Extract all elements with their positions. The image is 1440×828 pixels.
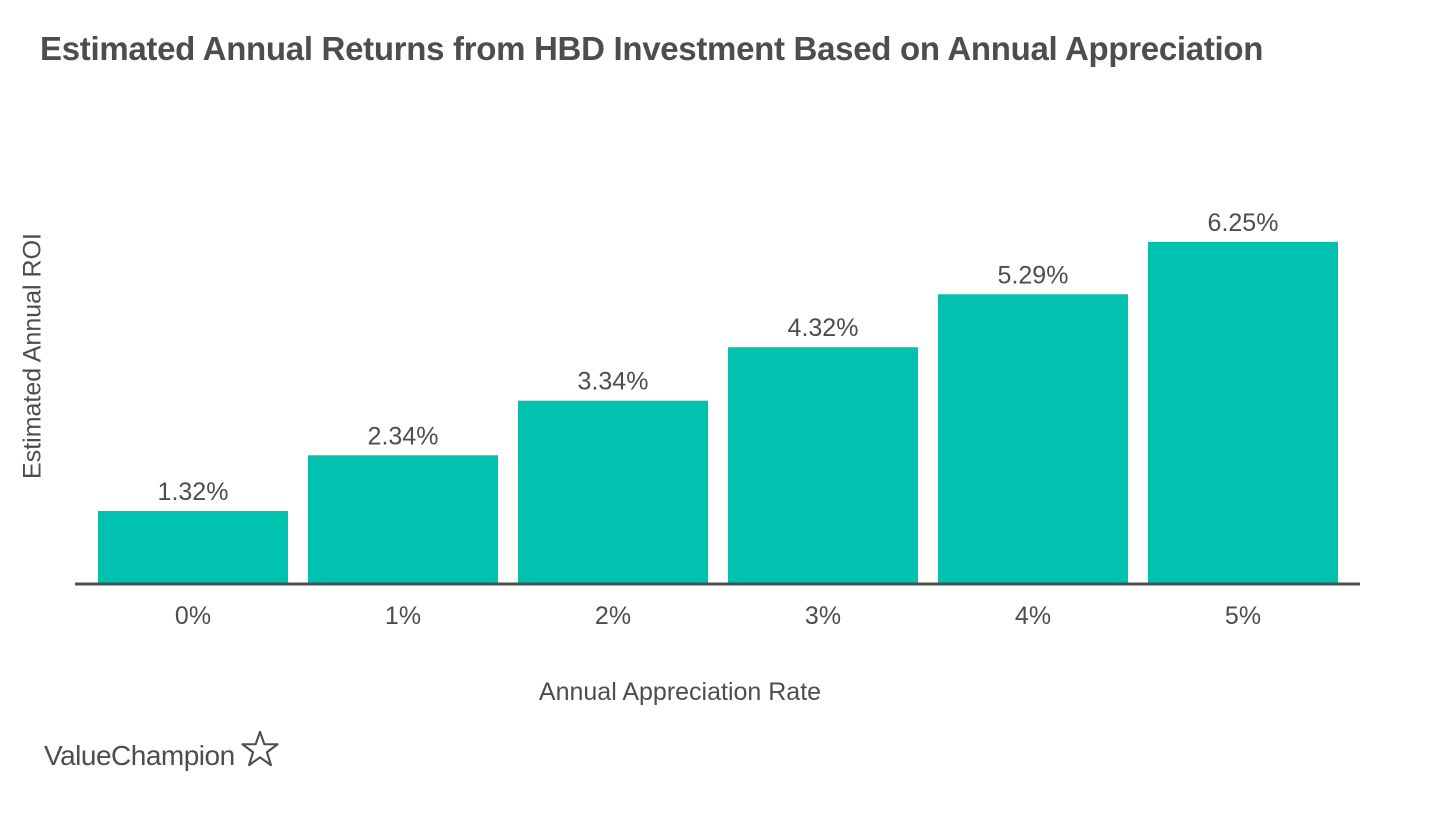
x-tick-label: 3% <box>805 602 841 630</box>
bar-1pct <box>308 455 498 583</box>
bar-3pct <box>728 347 918 583</box>
bar-0pct <box>98 510 288 583</box>
x-tick-label: 0% <box>175 602 211 630</box>
x-tick-label: 4% <box>1015 602 1051 630</box>
bar-chart: 1.32% 0% 2.34% 1% 3.34% 2% 4.32% 3% 5.29% 4% 6.25%… <box>75 209 1360 630</box>
data-label: 1.32% <box>158 478 229 506</box>
brand-logo: ValueChampion <box>44 730 279 772</box>
bar-4pct <box>938 294 1128 583</box>
data-label: 2.34% <box>368 422 439 450</box>
data-label: 3.34% <box>578 368 649 396</box>
x-tick-label: 5% <box>1225 602 1261 630</box>
brand-name: ValueChampion <box>44 740 235 771</box>
x-tick-label: 2% <box>595 602 631 630</box>
data-label: 5.29% <box>998 261 1069 289</box>
bar-5pct <box>1148 241 1338 583</box>
x-tick-label: 1% <box>385 602 421 630</box>
chart-title: Estimated Annual Returns from HBD Invest… <box>40 30 1264 67</box>
data-label: 6.25% <box>1208 209 1279 237</box>
x-axis-label: Annual Appreciation Rate <box>538 678 822 706</box>
star-outline-icon <box>241 730 279 767</box>
bar-2pct <box>518 400 708 583</box>
data-label: 4.32% <box>788 314 859 342</box>
